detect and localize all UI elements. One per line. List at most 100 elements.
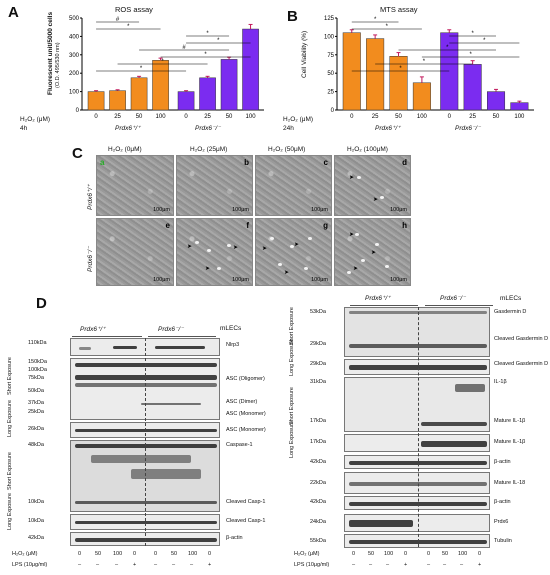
d-left-mw-48: 48kDa [28,442,44,448]
d-left-h2o2-2: 100 [113,551,123,557]
significance-mark: * [386,24,389,30]
blot-il1b-long [344,434,490,452]
d-left-lps-5: – [172,562,176,568]
d-left-lps-0: – [78,562,82,568]
d-left-mw-42: 42kDa [28,535,44,541]
x-tick-label: 0 [94,114,98,120]
d-left-label-asc-monomer: ASC (Monomer) [226,411,266,417]
d-right-h2o2-3: 0 [404,551,408,557]
d-right-label-mature-il1b-long: Mature IL-1β [494,439,526,445]
d-right-mw-29a: 29kDa [310,341,326,347]
d-left-mw-150: 150kDa [28,359,47,365]
d-right-lps-label: LPS (10μg/ml) [294,562,330,568]
tile-label-h: h [402,221,407,230]
d-left-lps-4: – [154,562,158,568]
d-left-mw-75: 75kDa [28,375,44,381]
significance-mark: * [161,59,164,65]
d-right-h2o2-2: 100 [384,551,394,557]
d-left-lps-3: + [133,562,137,568]
d-left-mw-100: 100kDa [28,367,47,373]
significance-mark: # [116,17,120,23]
d-right-lps-0: – [352,562,356,568]
significance-mark: * [127,24,130,30]
d-right-label-prdx6: Prdx6 [494,519,509,525]
micrograph-b: b 100μm [176,155,253,216]
d-left-label-cleaved-casp1: Cleaved Casp-1 [226,499,266,505]
d-right-mw-17a: 17kDa [310,418,326,424]
x-tick-label: 0 [184,114,188,120]
panel-a-letter: A [8,4,19,21]
scale-bar-d: 100μm [390,207,407,213]
panel-b-letter: B [287,8,298,25]
d-right-h2o2-5: 50 [442,551,449,557]
bar [510,102,529,111]
arrow-icon: ➤ [294,242,300,248]
blot-prdx6 [344,514,490,532]
scale-bar-b: 100μm [232,207,249,213]
bar [242,28,259,111]
y-tick-label: 100 [324,34,335,40]
d-left-exposure-short-2: Short Exposure [7,452,13,490]
y-tick-label: 125 [324,16,335,22]
panel-b-xlabel: H₂O₂ (μM) [283,116,314,123]
d-right-cell: mLECs [500,295,522,302]
d-left-genotype-ko: Prdx6⁻/⁻ [158,326,184,333]
d-left-h2o2-label: H₂O₂ (μM) [12,551,38,557]
d-left-lps-7: + [208,562,212,568]
d-right-h2o2-6: 100 [458,551,468,557]
bar [366,38,385,111]
d-right-h2o2-0: 0 [352,551,356,557]
micrograph-h: h 100μm ➤ ➤ ➤ [334,218,411,286]
d-right-mw-53: 53kDa [310,309,326,315]
scale-bar-c: 100μm [311,207,328,213]
d-right-mw-31: 31kDa [310,379,326,385]
mts-assay-chart: 0 25 50 75 100 125 0 25 50 100 0 25 50 100 * * * * * * * * [324,16,534,120]
d-right-label-il1b: IL-1β [494,379,507,385]
y-tick-label: 0 [331,108,335,114]
d-right-lps-7: + [478,562,482,568]
d-left-h2o2-6: 100 [188,551,198,557]
d-right-lps-2: – [386,562,390,568]
panel-b-time: 24h [283,125,294,132]
d-right-h2o2-7: 0 [478,551,482,557]
x-tick-label: 25 [204,114,211,120]
panel-b-title: MTS assay [380,5,418,14]
tile-label-c: c [323,158,328,167]
significance-mark: * [374,17,377,23]
x-tick-label: 100 [246,114,257,120]
c-col-header-0: H₂O₂ (0μM) [108,146,142,153]
significance-mark: * [206,31,209,37]
d-right-h2o2-4: 0 [427,551,431,557]
d-right-mw-24: 24kDa [310,519,326,525]
bar [130,77,148,111]
d-right-exposure-short-2: Short Exposure [289,387,295,425]
d-right-label-beta-actin-2: β-actin [494,499,511,505]
x-tick-label: 0 [350,114,354,120]
c-col-header-2: H₂O₂ (50μM) [268,146,306,153]
y-tick-label: 400 [69,34,80,40]
blot-tubulin [344,534,490,548]
c-row-label-ko: Prdx6⁻/⁻ [87,246,94,272]
y-tick-label: 200 [69,71,80,77]
micrograph-a: a 100μm [96,155,174,216]
d-left-h2o2-1: 50 [95,551,102,557]
d-right-lps-1: – [369,562,373,568]
tile-label-f: f [246,221,249,230]
blot-beta-actin-right-1 [344,455,490,469]
d-left-exposure-long-2: Long Exposure [7,493,13,530]
micrograph-d: d 100μm ➤ ➤ [334,155,411,216]
arrow-icon: ➤ [349,175,355,181]
panel-a-genotype-ko: Prdx6⁻/⁻ [195,125,221,132]
d-right-lps-3: + [404,562,408,568]
panel-b-genotype-wt: Prdx6⁺/⁺ [375,125,401,132]
bar [389,56,408,111]
scale-bar-f: 100μm [232,277,249,283]
x-tick-label: 25 [469,114,476,120]
x-tick-label: 50 [226,114,233,120]
arrow-icon: ➤ [187,244,193,250]
d-left-exposure-short: Short Exposure [7,357,13,395]
significance-mark: * [446,45,449,51]
d-left-lps-label: LPS (10μg/ml) [12,562,48,568]
d-right-h2o2-1: 50 [368,551,375,557]
micrograph-g: g 100μm ➤ ➤ ➤ [255,218,332,286]
